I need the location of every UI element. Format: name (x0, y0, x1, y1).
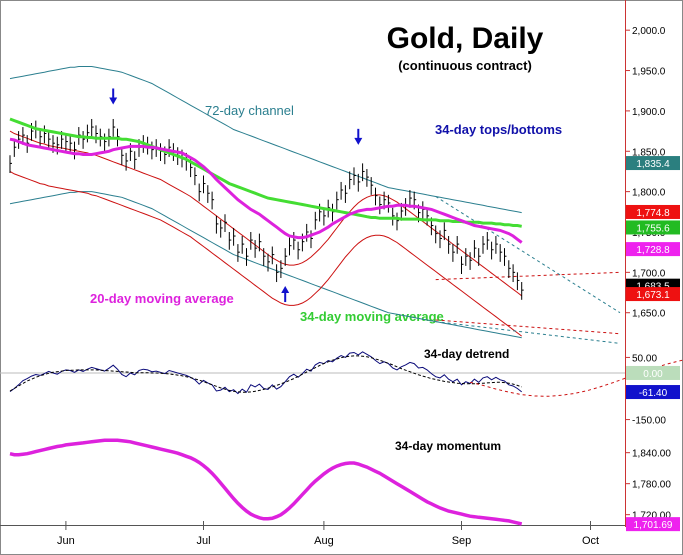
x-tick-label: Jul (196, 535, 210, 547)
y-tick-label: 1,800.0 (632, 188, 666, 199)
arrow-up-head-icon (281, 286, 290, 294)
cycle-band-lower (9, 170, 522, 337)
price-badge-label: 1,774.8 (636, 208, 670, 219)
arrow-down-head-icon (109, 97, 118, 105)
x-axis: Jun Jul Aug Sep Oct (57, 521, 599, 547)
detrend-line (9, 351, 523, 395)
price-badge (626, 220, 680, 235)
arrow-down-head-icon (354, 137, 363, 145)
detrend-badge (626, 385, 680, 400)
x-tick-label: Jun (57, 535, 75, 547)
detrend-y-tick-label: -150.00 (632, 416, 666, 427)
price-badge-label: 1,755.6 (636, 223, 670, 234)
detrend-badge (626, 365, 680, 380)
detrend-title: 34-day detrend (424, 347, 509, 361)
price-badge (626, 242, 680, 257)
price-badge-label: 1,835.4 (636, 159, 670, 170)
y-tick-label: 1,850.0 (632, 147, 666, 158)
y-tick-label: 1,650.0 (632, 309, 666, 320)
band-lower-projection (435, 319, 621, 335)
momentum-y-tick-label: 1,840.00 (632, 449, 671, 460)
detrend-projection-line (469, 359, 683, 397)
tops-bottoms-label: 34-day tops/bottoms (435, 122, 562, 137)
x-tick-label: Sep (452, 535, 472, 547)
chart-subtitle: (continuous contract) (398, 58, 532, 73)
detrend-badge-label: 0.00 (643, 369, 663, 380)
channel-lower-projection (435, 321, 621, 344)
y-tick-label: 1,950.0 (632, 67, 666, 78)
momentum-y-tick-label: 1,780.00 (632, 480, 671, 491)
detrend-badge-label: -61.40 (639, 388, 668, 399)
ma34-line (9, 117, 522, 228)
momentum-badge (626, 517, 680, 532)
y-tick-label: 1,900.0 (632, 107, 666, 118)
detrend-y-tick-label: 50.00 (632, 353, 657, 364)
ma20-line (9, 137, 523, 244)
price-panel: 2,000.01,950.01,900.01,850.01,800.01,750… (9, 26, 680, 344)
momentum-panel: 1,840.00 1,780.00 1,720.001,701.69 (9, 438, 680, 532)
ma20-label: 20-day moving average (90, 291, 234, 306)
band-upper-projection (435, 271, 621, 281)
ma34-label: 34-day moving average (300, 309, 444, 324)
y-tick-label: 2,000.0 (632, 26, 666, 37)
price-badge-label: 1,728.8 (636, 245, 670, 256)
channel-label: 72-day channel (205, 103, 294, 118)
momentum-title: 34-day momentum (395, 439, 501, 453)
momentum-y-tick-label: 1,720.00 (632, 511, 671, 522)
detrend-panel: 50.00 -150.00 0.00 -61.40 (0, 351, 683, 427)
price-badge-label: 1,673.1 (636, 290, 670, 301)
price-badge (626, 156, 680, 171)
price-badge (626, 287, 680, 302)
momentum-line (9, 438, 523, 526)
chart-title: Gold, Daily (387, 22, 544, 55)
x-tick-label: Oct (582, 535, 599, 547)
price-badge (626, 204, 680, 219)
x-tick-label: Aug (314, 535, 334, 547)
channel-upper-projection (435, 196, 621, 314)
y-tick-label: 1,700.0 (632, 268, 666, 279)
momentum-badge-label: 1,701.69 (634, 520, 673, 531)
